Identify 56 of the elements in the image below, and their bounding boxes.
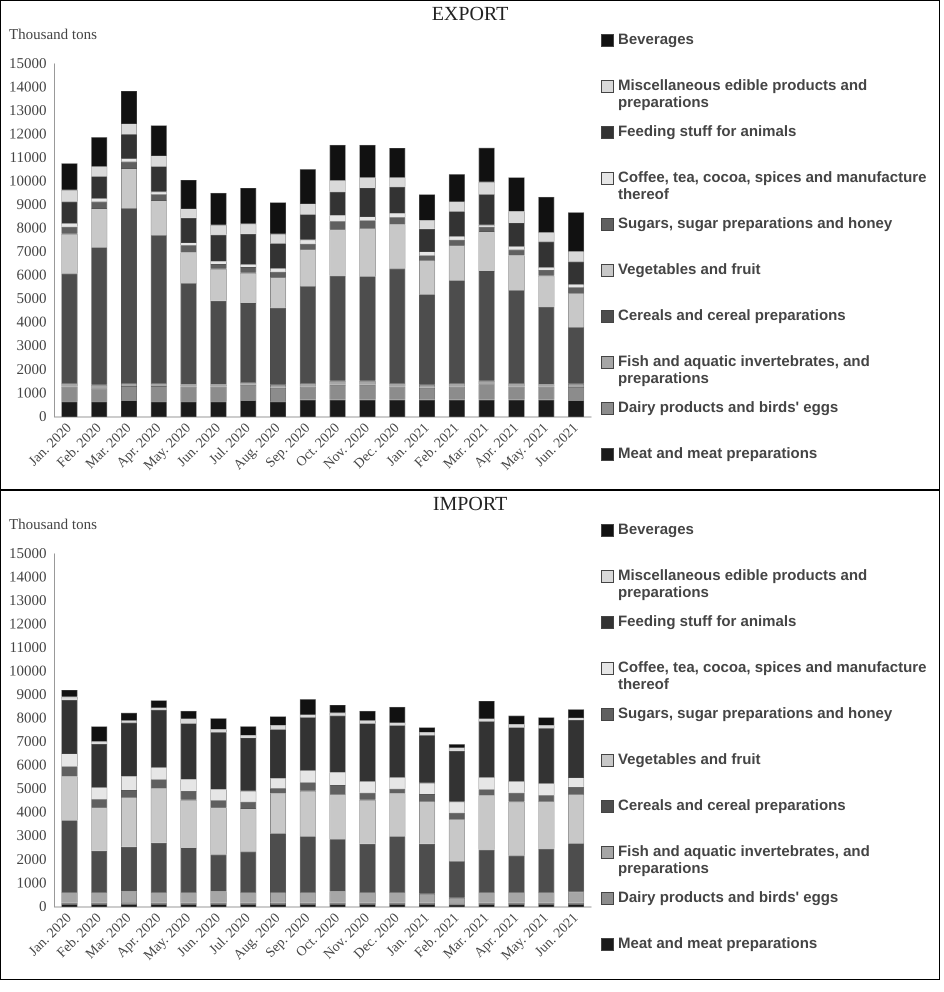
- y-axis-title: Thousand tons: [8, 517, 98, 535]
- y-tick-label: 11000: [10, 640, 46, 656]
- legend-label: Coffee, tea, cocoa, spices and manufacture thereof: [618, 169, 928, 203]
- legend-label: Meat and meat preparations: [618, 445, 818, 462]
- y-tick-label: 14000: [9, 569, 46, 586]
- legend-label: Vegetables and fruit: [618, 751, 761, 768]
- legend-label: Miscellaneous edible products and preparations: [618, 77, 868, 111]
- legend-label: Meat and meat preparations: [618, 935, 818, 952]
- y-tick-label: 8000: [16, 710, 46, 727]
- legend-label: Cereals and cereal preparations: [618, 307, 846, 324]
- y-axis-title: Thousand tons: [8, 27, 98, 45]
- legend-label: Miscellaneous edible products and preparations: [618, 567, 868, 601]
- y-tick-label: 6000: [16, 758, 46, 774]
- y-tick-label: 5000: [16, 291, 46, 308]
- y-tick-label: 9000: [16, 197, 46, 214]
- legend-label: Dairy products and birds' eggs: [618, 889, 838, 906]
- legend-label: Sugars, sugar preparations and honey: [618, 705, 892, 722]
- y-tick-label: 2000: [16, 852, 46, 868]
- y-tick-label: 1000: [16, 875, 46, 892]
- y-tick-label: 13000: [9, 102, 46, 119]
- y-tick-label: 15000: [9, 56, 46, 72]
- legend-label: Vegetables and fruit: [618, 261, 761, 278]
- y-tick-label: 4000: [16, 804, 46, 821]
- legend-label: Beverages: [618, 521, 694, 538]
- y-tick-label: 9000: [16, 687, 46, 704]
- y-tick-label: 3000: [16, 338, 46, 354]
- y-tick-label: 13000: [9, 592, 46, 609]
- legend-label: Beverages: [618, 31, 694, 48]
- chart-title: IMPORT: [432, 492, 508, 517]
- y-tick-label: 0: [39, 898, 46, 915]
- legend-label: Fish and aquatic invertebrates, and preparations: [618, 353, 871, 387]
- y-tick-label: 1000: [16, 385, 46, 402]
- y-tick-label: 0: [39, 408, 46, 425]
- y-tick-label: 7000: [16, 734, 46, 750]
- y-tick-label: 6000: [16, 268, 46, 284]
- y-tick-label: 4000: [16, 314, 46, 331]
- chart-title: EXPORT: [430, 2, 510, 27]
- y-tick-label: 15000: [9, 546, 46, 562]
- y-tick-label: 7000: [16, 244, 46, 260]
- legend-label: Feeding stuff for animals: [618, 613, 796, 630]
- y-tick-label: 3000: [16, 828, 46, 844]
- legend-label: Coffee, tea, cocoa, spices and manufacture thereof: [618, 659, 928, 693]
- legend-label: Cereals and cereal preparations: [618, 797, 846, 814]
- legend-label: Sugars, sugar preparations and honey: [618, 215, 892, 232]
- y-tick-label: 12000: [9, 616, 46, 633]
- legend-label: Dairy products and birds' eggs: [618, 399, 838, 416]
- y-tick-label: 2000: [16, 362, 46, 378]
- y-tick-label: 12000: [9, 126, 46, 143]
- y-tick-label: 8000: [16, 220, 46, 237]
- legend-label: Fish and aquatic invertebrates, and preparations: [618, 843, 871, 877]
- y-tick-label: 14000: [9, 79, 46, 96]
- y-tick-label: 10000: [9, 664, 46, 680]
- legend-label: Feeding stuff for animals: [618, 123, 796, 140]
- y-tick-label: 10000: [9, 174, 46, 190]
- y-tick-label: 11000: [10, 150, 46, 166]
- y-tick-label: 5000: [16, 781, 46, 798]
